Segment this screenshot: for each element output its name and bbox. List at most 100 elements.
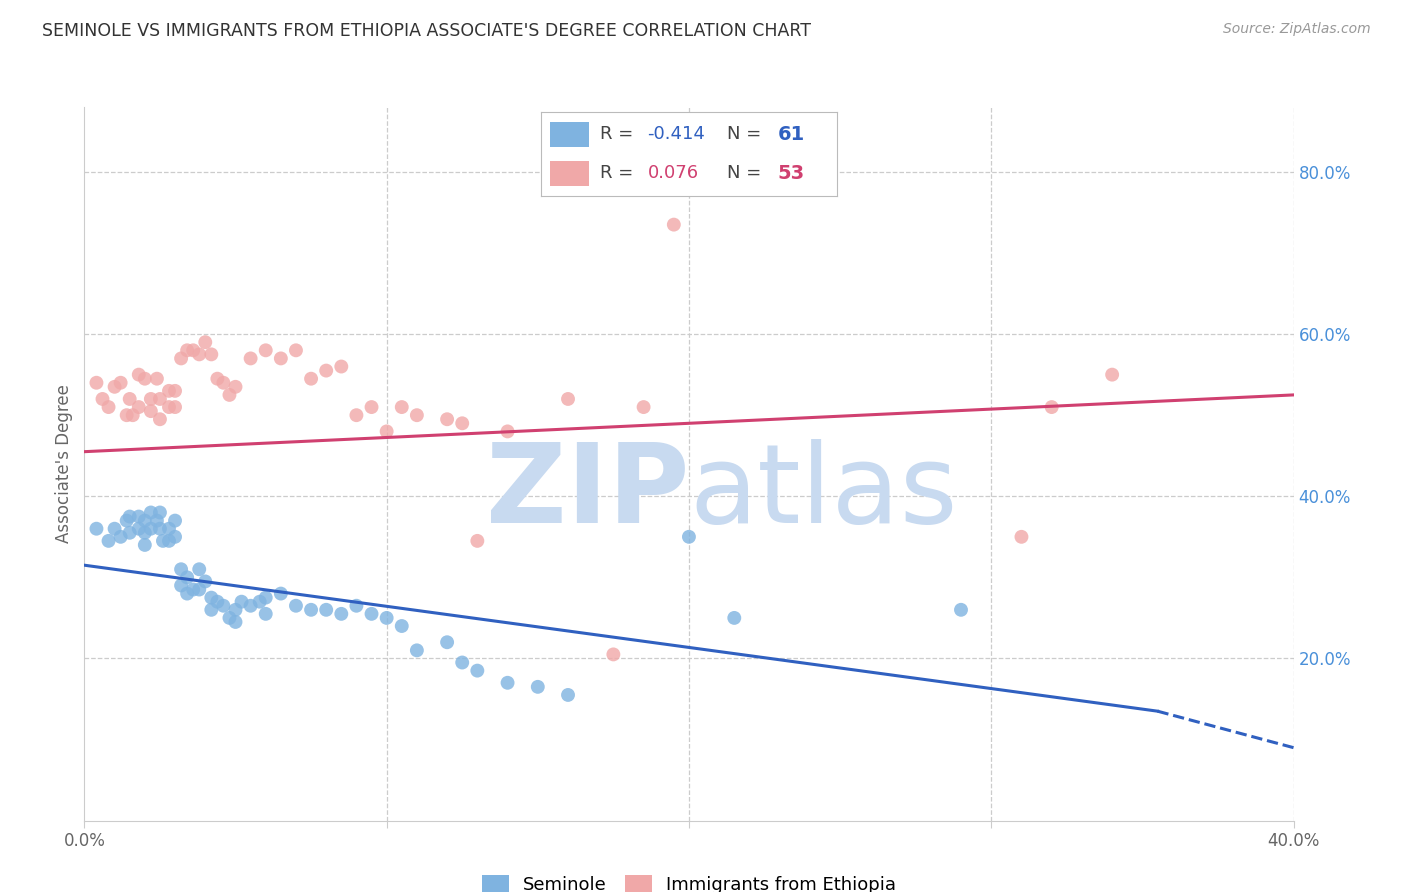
Point	[557, 392, 579, 406]
Point	[194, 574, 217, 589]
Point	[165, 514, 187, 528]
Point	[249, 595, 271, 609]
Point	[200, 347, 222, 361]
Point	[97, 533, 120, 548]
Point	[406, 643, 429, 657]
Point	[436, 412, 458, 426]
Point	[391, 400, 413, 414]
Point	[188, 562, 211, 576]
Point	[218, 388, 240, 402]
Text: 53: 53	[778, 164, 804, 183]
Point	[152, 533, 174, 548]
Point	[602, 648, 624, 662]
Text: 61: 61	[778, 125, 804, 144]
Point	[662, 218, 685, 232]
Text: R =: R =	[600, 164, 640, 182]
Point	[86, 522, 108, 536]
Point	[188, 347, 211, 361]
Point	[86, 376, 108, 390]
Text: atlas: atlas	[689, 439, 957, 546]
Point	[270, 586, 292, 600]
Point	[149, 392, 172, 406]
Point	[115, 408, 138, 422]
Text: N =: N =	[727, 164, 768, 182]
Point	[330, 607, 353, 621]
Point	[170, 578, 193, 592]
Point	[360, 607, 382, 621]
Point	[254, 343, 277, 358]
Point	[375, 425, 398, 439]
Point	[207, 595, 229, 609]
Point	[375, 611, 398, 625]
Point	[467, 664, 489, 678]
Point	[315, 363, 337, 377]
Point	[134, 525, 156, 540]
Point	[557, 688, 579, 702]
Y-axis label: Associate's Degree: Associate's Degree	[55, 384, 73, 543]
Point	[633, 400, 655, 414]
Point	[212, 376, 235, 390]
Bar	[550, 161, 589, 186]
Point	[212, 599, 235, 613]
Point	[165, 530, 187, 544]
Point	[139, 506, 162, 520]
Point	[225, 615, 247, 629]
Point	[225, 380, 247, 394]
Text: ZIP: ZIP	[485, 439, 689, 546]
Point	[97, 400, 120, 414]
Point	[157, 533, 180, 548]
Point	[360, 400, 382, 414]
Point	[285, 599, 308, 613]
Point	[950, 603, 973, 617]
Point	[146, 372, 169, 386]
Point	[231, 595, 253, 609]
Point	[181, 582, 204, 597]
Point	[176, 570, 198, 584]
Point	[157, 384, 180, 398]
Point	[128, 368, 150, 382]
Point	[200, 603, 222, 617]
Point	[299, 603, 322, 617]
Bar	[550, 121, 589, 147]
Point	[1040, 400, 1063, 414]
Text: Source: ZipAtlas.com: Source: ZipAtlas.com	[1223, 22, 1371, 37]
Text: -0.414: -0.414	[648, 126, 706, 144]
Point	[527, 680, 550, 694]
Point	[170, 562, 193, 576]
Point	[254, 607, 277, 621]
Point	[165, 400, 187, 414]
Point	[181, 343, 204, 358]
Text: N =: N =	[727, 126, 768, 144]
Point	[496, 675, 519, 690]
Point	[496, 425, 519, 439]
Point	[299, 372, 322, 386]
Point	[436, 635, 458, 649]
Point	[134, 538, 156, 552]
Point	[149, 412, 172, 426]
Point	[315, 603, 337, 617]
Point	[218, 611, 240, 625]
Text: SEMINOLE VS IMMIGRANTS FROM ETHIOPIA ASSOCIATE'S DEGREE CORRELATION CHART: SEMINOLE VS IMMIGRANTS FROM ETHIOPIA ASS…	[42, 22, 811, 40]
Point	[451, 656, 474, 670]
Point	[285, 343, 308, 358]
Point	[1011, 530, 1033, 544]
Point	[118, 509, 141, 524]
Text: R =: R =	[600, 126, 640, 144]
Point	[678, 530, 700, 544]
Point	[134, 372, 156, 386]
Point	[139, 522, 162, 536]
Point	[110, 376, 132, 390]
Point	[723, 611, 745, 625]
Point	[157, 522, 180, 536]
Point	[91, 392, 114, 406]
Point	[346, 408, 368, 422]
Point	[149, 506, 172, 520]
Point	[239, 351, 262, 366]
Point	[406, 408, 429, 422]
Text: 0.076: 0.076	[648, 164, 699, 182]
Point	[176, 586, 198, 600]
Point	[176, 343, 198, 358]
Point	[330, 359, 353, 374]
Point	[270, 351, 292, 366]
Point	[115, 514, 138, 528]
